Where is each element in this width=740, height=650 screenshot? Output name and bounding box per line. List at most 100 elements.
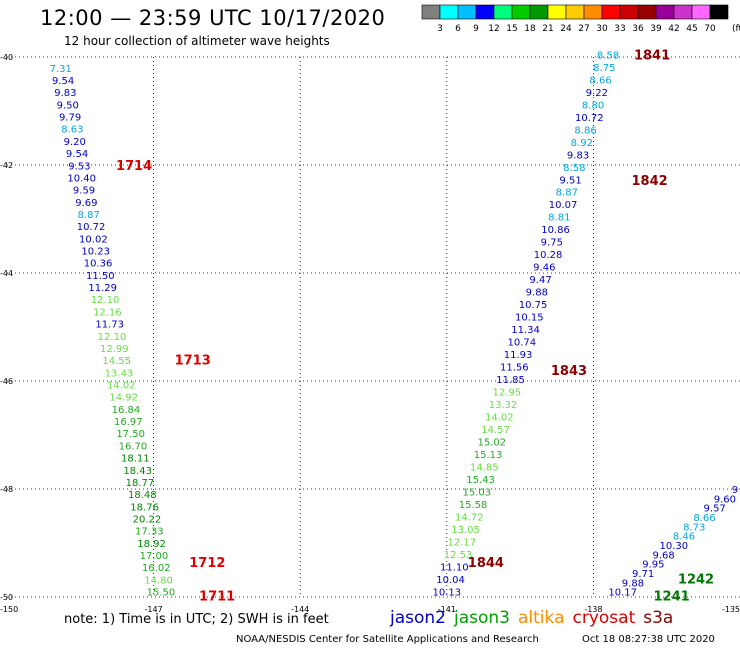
y-tick-label: -48	[0, 485, 13, 494]
wave-height-point: 9.68	[652, 550, 674, 561]
wave-height-point: 9.22	[586, 88, 608, 99]
wave-height-point: 17.00	[140, 551, 169, 562]
wave-height-point: 10.15	[515, 313, 544, 324]
time-annotation: 1241	[653, 589, 689, 604]
wave-height-point: 8.66	[693, 513, 715, 524]
wave-height-point: 10.23	[81, 247, 110, 258]
wave-height-point: 10.02	[79, 234, 108, 245]
wave-height-point: 12.10	[98, 332, 127, 343]
wave-height-point: 12.95	[492, 388, 521, 399]
wave-height-point: 14.92	[109, 393, 138, 404]
wave-height-point: 8.92	[571, 138, 593, 149]
wave-height-point: 9.54	[52, 76, 74, 87]
wave-height-point: 13.43	[105, 368, 134, 379]
colorbar-tick-label: 45	[686, 24, 697, 34]
wave-height-point: 11.85	[496, 375, 525, 386]
colorbar-tick-label: 15	[506, 24, 517, 34]
wave-height-point: 15.13	[474, 450, 503, 461]
x-tick-label: -135	[722, 605, 740, 614]
wave-height-point: 14.80	[144, 575, 173, 586]
colorbar-swatch	[709, 4, 729, 20]
wave-height-point: 10.40	[67, 173, 96, 184]
time-annotation: 1844	[468, 556, 504, 571]
wave-height-point: 8.73	[683, 522, 705, 533]
colorbar-tick-label: 9	[473, 24, 479, 34]
wave-height-point: 13.32	[489, 400, 518, 411]
time-annotation: 1242	[678, 573, 714, 588]
wave-height-point: 12.10	[91, 295, 120, 306]
y-tick-label: -44	[0, 269, 13, 278]
colorbar-tick-label: 3	[437, 24, 443, 34]
legend-entry-altika: altika	[518, 608, 565, 628]
colorbar-tick-label: 21	[542, 24, 553, 34]
time-annotation: 1712	[189, 556, 225, 571]
wave-height-point: 15.58	[459, 500, 488, 511]
wave-height-point: 9.54	[66, 149, 88, 160]
wave-height-point: 8.46	[673, 532, 695, 543]
wave-height-point: 9.83	[54, 88, 76, 99]
wave-height-point: 11.34	[511, 325, 540, 336]
wave-height-point: 11.50	[86, 271, 115, 282]
time-annotation: 1843	[551, 364, 587, 379]
wave-height-point: 9.46	[533, 263, 555, 274]
colorbar-tick-label: 30	[596, 24, 608, 34]
wave-height-point: 10.75	[519, 300, 548, 311]
wave-height-point: 10.13	[432, 588, 461, 599]
wave-height-point: 8.75	[593, 63, 615, 74]
wave-height-point: 9.71	[632, 569, 654, 580]
wave-height-point: 14.02	[485, 413, 514, 424]
colorbar-tick-label: 70	[704, 24, 716, 34]
wave-height-point: 9.51	[559, 175, 581, 186]
legend-entry-jason2: jason2	[390, 608, 446, 628]
wave-height-point: 18.77	[126, 478, 155, 489]
wave-height-point: 10.86	[541, 225, 570, 236]
wave-height-point: 12.53	[444, 550, 473, 561]
wave-height-point: 8.66	[589, 75, 611, 86]
wave-height-point: 8.87	[78, 210, 100, 221]
wave-height-point: 14.55	[102, 356, 131, 367]
wave-height-point: 15.03	[462, 488, 491, 499]
time-annotation: 1842	[632, 174, 668, 189]
wave-height-point: 11.10	[440, 563, 469, 574]
wave-height-point: 16.97	[114, 417, 143, 428]
wave-height-point: 10.72	[575, 113, 604, 124]
x-tick-label: -147	[145, 605, 163, 614]
wave-height-point: 18.48	[128, 490, 157, 501]
wave-height-point: 9.69	[75, 198, 97, 209]
y-tick-label: -50	[0, 593, 13, 602]
wave-height-point: 18.76	[130, 502, 159, 513]
footer-note: note: 1) Time is in UTC; 2) SWH is in fe…	[64, 612, 329, 627]
y-tick-label: -40	[0, 53, 13, 62]
wave-height-point: 9.53	[68, 161, 90, 172]
wave-height-point: 18.43	[123, 466, 152, 477]
colorbar-tick-label: 12	[488, 24, 499, 34]
wave-height-point: 18.92	[137, 539, 166, 550]
wave-height-point: 9.88	[622, 578, 644, 589]
colorbar-tick-label: 33	[614, 24, 625, 34]
wave-height-point: 14.72	[455, 513, 484, 524]
wave-height-point: 9.75	[541, 238, 563, 249]
wave-height-point: 13.05	[451, 525, 480, 536]
wave-height-point: 10.04	[436, 575, 465, 586]
wave-height-point: 10.07	[549, 200, 578, 211]
wave-height-point: 8.87	[556, 188, 578, 199]
wave-height-point: 9.88	[526, 288, 548, 299]
wave-height-point: 12.17	[447, 538, 476, 549]
wave-height-point: 16.02	[142, 563, 171, 574]
legend-entry-s3a: s3a	[643, 608, 674, 628]
wave-height-point: 10.17	[608, 588, 637, 599]
legend-entry-cryosat: cryosat	[572, 608, 636, 628]
wave-height-point: 11.29	[88, 283, 117, 294]
wave-height-point: 9	[732, 485, 738, 496]
wave-height-point: 14.85	[470, 463, 499, 474]
wave-height-point: 10.74	[507, 338, 536, 349]
wave-height-point: 12.99	[100, 344, 129, 355]
colorbar-unit: (ft)	[732, 24, 740, 34]
legend-entry-jason3: jason3	[454, 608, 510, 628]
wave-height-point: 7.31	[50, 64, 72, 75]
y-tick-label: -46	[0, 377, 13, 386]
x-tick-label: -141	[438, 605, 456, 614]
colorbar-tick-label: 6	[455, 24, 461, 34]
colorbar-tick-label: 18	[524, 24, 536, 34]
